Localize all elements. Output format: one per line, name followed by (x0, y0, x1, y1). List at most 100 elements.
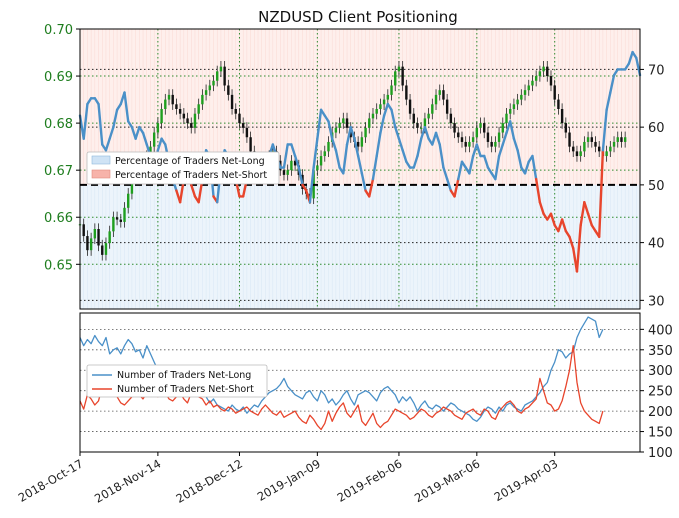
price-candle (508, 109, 512, 114)
percent-line-segment (453, 177, 460, 198)
price-candle (245, 127, 249, 138)
price-candle (620, 137, 623, 142)
price-candle (405, 85, 408, 100)
price-candle (442, 90, 445, 100)
date-tick-label: 2018-Dec-12 (173, 456, 244, 505)
price-candle (201, 94, 204, 105)
chart-title: NZDUSD Client Positioning (258, 8, 458, 26)
percent-line-segment (534, 177, 542, 204)
price-candle (538, 71, 542, 77)
price-candle (360, 137, 364, 147)
legend-label-net-short-count: Number of Traders Net-Short (117, 384, 254, 395)
price-candle (123, 207, 126, 222)
price-candle (457, 132, 460, 138)
percent-line-segment (575, 224, 582, 273)
percent-line-segment (123, 91, 130, 123)
percent-line-segment (353, 137, 360, 158)
price-candle (160, 109, 163, 124)
percent-line-segment (82, 102, 89, 140)
percent-line-segment (483, 154, 490, 169)
price-candle (364, 127, 367, 138)
price-candle (586, 137, 590, 142)
price-candle (282, 170, 286, 175)
price-candle (590, 137, 593, 142)
percent-line-segment (416, 137, 423, 158)
price-candle (127, 193, 130, 208)
percent-line-segment (308, 166, 315, 204)
price-candle (564, 123, 568, 133)
price-candle (468, 141, 471, 147)
count-tick-label: 150 (648, 426, 673, 441)
price-candle (175, 104, 178, 109)
price-candle (390, 85, 393, 95)
price-candle (505, 113, 508, 124)
price-candle (193, 113, 197, 128)
legend-label-net-long-count: Number of Traders Net-Long (117, 370, 251, 381)
percent-line-segment (394, 125, 401, 140)
price-candle (546, 66, 549, 77)
price-candle (557, 99, 560, 109)
price-candle (416, 123, 419, 128)
count-tick-label: 200 (648, 405, 673, 420)
price-candle (445, 99, 449, 114)
percent-line-segment (508, 120, 516, 140)
price-candle (219, 66, 223, 72)
price-candle (427, 113, 430, 119)
price-candle (560, 109, 564, 124)
price-candle (368, 118, 371, 128)
price-candle (520, 94, 523, 100)
price-candle (204, 90, 208, 95)
percent-line-segment (560, 218, 568, 233)
price-candle (119, 219, 122, 222)
price-candle (234, 109, 237, 114)
price-candle (186, 118, 189, 124)
date-tick-label: 2019-Apr-03 (492, 456, 561, 504)
percent-line-segment (104, 137, 111, 152)
percent-line-segment (334, 149, 341, 169)
date-tick-label: 2019-Feb-06 (335, 456, 405, 504)
price-candle (438, 90, 441, 95)
price-candle (598, 146, 601, 152)
percent-line-segment (501, 131, 508, 146)
price-candle (579, 151, 582, 157)
price-candle (575, 151, 579, 157)
percent-line-segment (494, 154, 501, 181)
percent-line-segment (434, 131, 441, 146)
price-candle (605, 151, 608, 157)
percent-line-segment (531, 154, 538, 181)
price-candle (382, 99, 386, 105)
percent-line-segment (538, 200, 545, 215)
legend-label-net-short-pct: Percentage of Traders Net-Short (115, 170, 267, 181)
legend-label-net-long-pct: Percentage of Traders Net-Long (115, 156, 265, 167)
bottom-legend-box (86, 364, 268, 398)
percent-line-segment (327, 120, 334, 140)
count-tick-label: 300 (648, 364, 673, 379)
price-tick-label: 0.69 (44, 70, 73, 85)
top-plot-frame (79, 28, 641, 310)
price-candle (497, 132, 501, 142)
date-tick-label: 2019-Jan-09 (255, 456, 323, 503)
price-candle (394, 71, 397, 86)
percent-line-segment (605, 91, 612, 112)
percent-line-segment (360, 172, 367, 192)
price-candle (572, 146, 575, 152)
price-candle (86, 236, 89, 251)
percent-line-segment (468, 154, 475, 175)
price-candle (516, 99, 519, 105)
percent-line-segment (342, 143, 349, 175)
price-candle (249, 137, 252, 152)
price-candle (230, 94, 234, 109)
price-candle (223, 66, 226, 86)
percent-line-segment (512, 137, 519, 152)
price-candle (471, 137, 475, 142)
date-tick-label: 2019-Mar-06 (412, 456, 482, 505)
percent-line-segment (297, 166, 304, 187)
date-tick-label: 2018-Nov-14 (92, 456, 163, 505)
percent-line-segment (312, 137, 319, 169)
bottom-legend: Number of Traders Net-Long Number of Trad… (86, 364, 268, 398)
percent-line-segment (356, 154, 364, 175)
price-candle (527, 85, 530, 91)
price-candle (475, 127, 479, 138)
